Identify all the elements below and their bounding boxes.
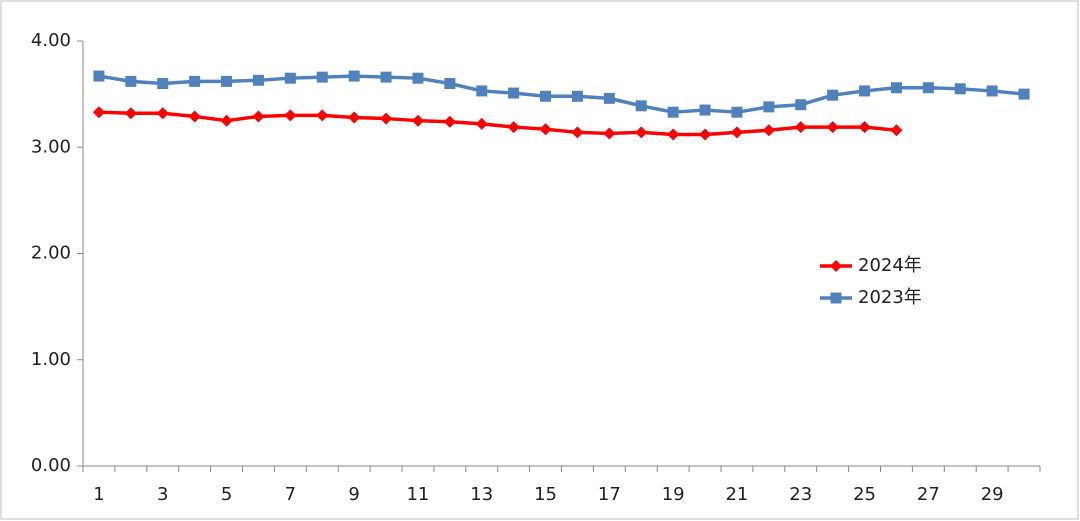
marker	[827, 89, 839, 101]
marker	[794, 121, 807, 134]
marker	[348, 111, 361, 124]
marker	[252, 110, 265, 123]
marker	[316, 109, 329, 122]
marker	[125, 75, 137, 87]
y-tick-label: 1.00	[31, 349, 71, 370]
marker	[284, 72, 296, 84]
x-tick-label: 7	[285, 484, 296, 505]
marker	[603, 127, 616, 140]
marker	[635, 100, 647, 112]
marker	[699, 104, 711, 116]
marker	[380, 112, 393, 125]
marker	[667, 128, 680, 141]
marker	[316, 71, 328, 83]
marker	[476, 85, 488, 97]
x-tick-label: 1	[93, 484, 104, 505]
marker	[189, 75, 201, 87]
marker	[284, 109, 297, 122]
marker	[922, 82, 934, 94]
marker	[443, 115, 456, 128]
marker	[859, 85, 871, 97]
marker	[252, 74, 264, 86]
x-tick-label: 13	[470, 484, 493, 505]
marker	[954, 83, 966, 95]
marker	[539, 123, 552, 136]
marker	[731, 106, 743, 118]
marker	[826, 121, 839, 134]
marker	[380, 71, 392, 83]
marker	[795, 99, 807, 111]
marker	[220, 114, 233, 127]
x-tick-label: 15	[534, 484, 557, 505]
marker	[412, 72, 424, 84]
x-tick-label: 19	[662, 484, 685, 505]
marker	[188, 110, 201, 123]
x-tick-label: 27	[917, 484, 940, 505]
marker	[475, 117, 488, 130]
legend-marker	[830, 260, 842, 272]
marker	[507, 121, 520, 134]
marker	[1018, 88, 1030, 100]
marker	[571, 90, 583, 102]
x-tick-label: 17	[598, 484, 621, 505]
y-tick-label: 0.00	[31, 455, 71, 476]
y-tick-label: 4.00	[31, 30, 71, 51]
marker	[411, 114, 424, 127]
x-tick-label: 29	[981, 484, 1004, 505]
marker	[667, 106, 679, 118]
marker	[571, 126, 584, 139]
marker	[890, 82, 902, 94]
x-tick-label: 3	[157, 484, 168, 505]
y-tick-label: 3.00	[31, 136, 71, 157]
marker	[858, 121, 871, 134]
marker	[890, 124, 903, 137]
y-tick-label: 2.00	[31, 243, 71, 264]
marker	[508, 87, 520, 99]
marker	[762, 124, 775, 137]
legend-label: 2024年	[858, 255, 922, 276]
marker	[730, 126, 743, 139]
marker	[699, 128, 712, 141]
marker	[156, 107, 169, 120]
marker	[444, 78, 456, 89]
x-tick-label: 23	[789, 484, 812, 505]
marker	[348, 70, 360, 82]
marker	[157, 78, 169, 89]
marker	[124, 107, 137, 120]
marker	[92, 106, 105, 119]
marker	[540, 90, 552, 102]
x-tick-label: 9	[348, 484, 359, 505]
x-tick-label: 5	[221, 484, 232, 505]
x-tick-label: 11	[406, 484, 429, 505]
marker	[93, 70, 105, 82]
marker	[603, 92, 615, 104]
legend-marker	[830, 292, 842, 304]
marker	[221, 75, 233, 87]
x-tick-label: 21	[725, 484, 748, 505]
marker	[763, 101, 775, 113]
marker	[986, 85, 998, 97]
marker	[635, 126, 648, 139]
x-tick-label: 25	[853, 484, 876, 505]
legend-label: 2023年	[858, 287, 922, 308]
